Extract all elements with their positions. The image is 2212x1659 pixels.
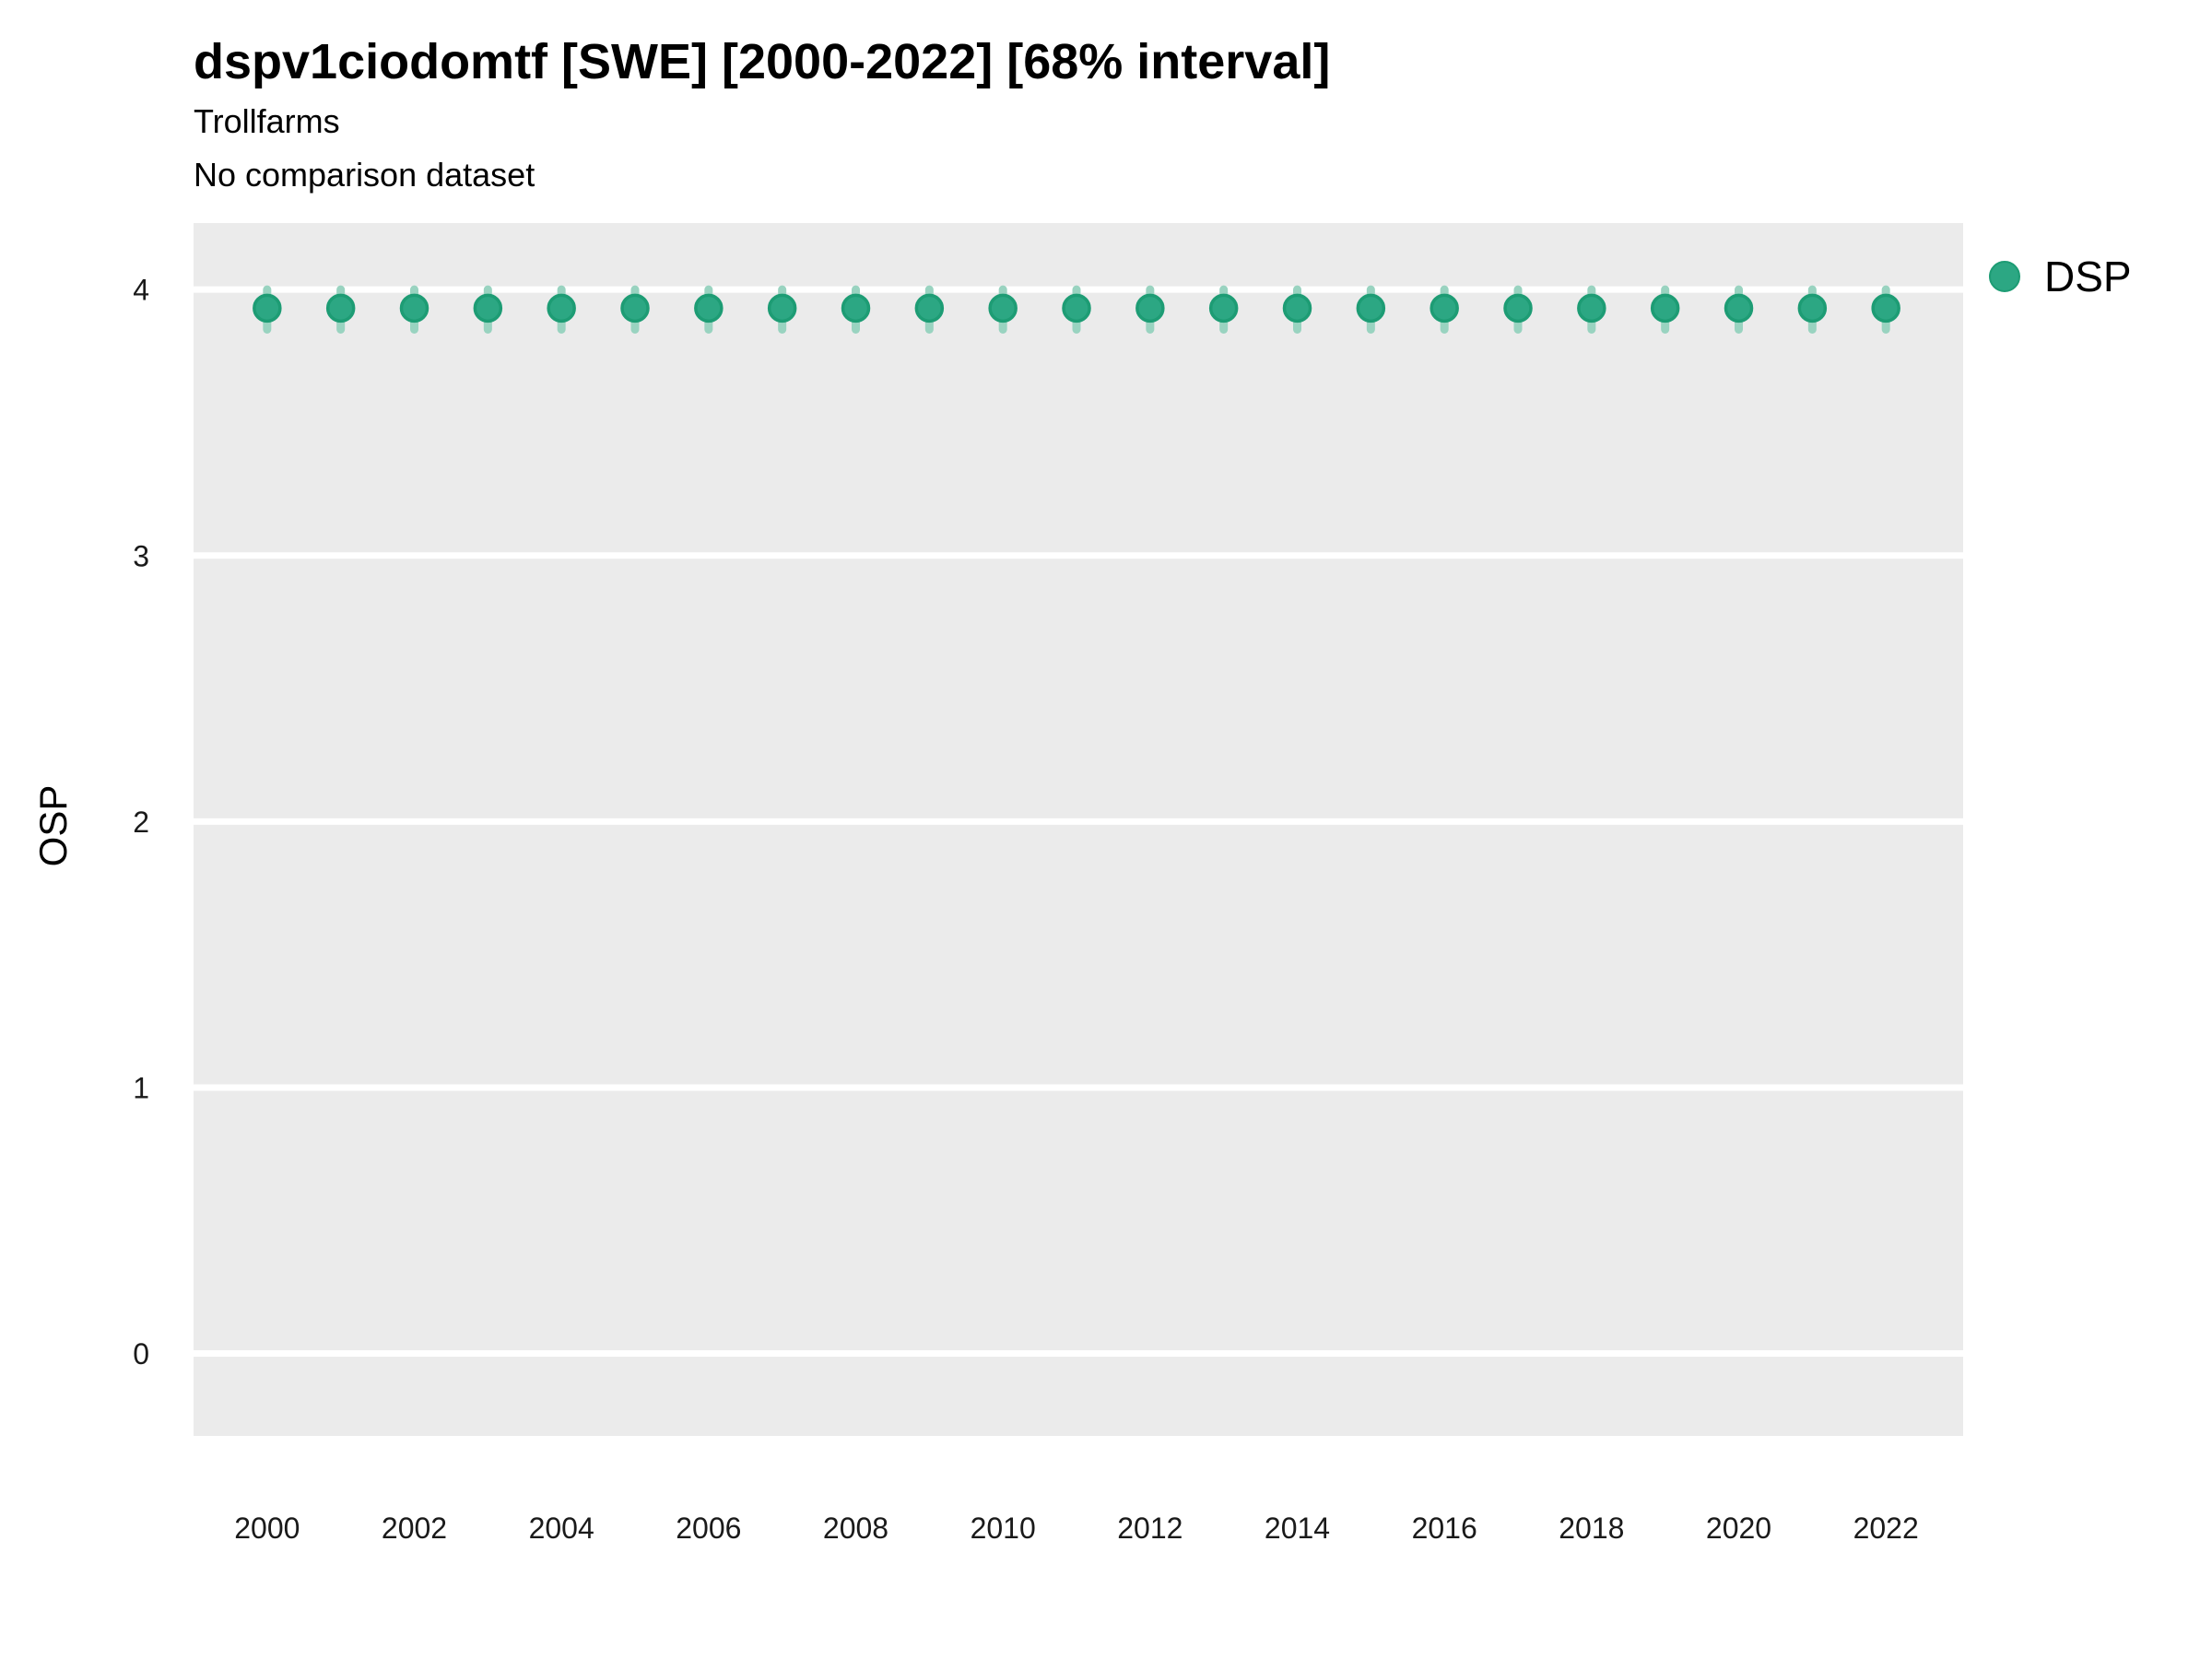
data-point [1356, 293, 1386, 324]
x-tick-label: 2000 [234, 1512, 300, 1545]
chart-note: No comparison dataset [194, 156, 535, 194]
x-tick-label: 2012 [1117, 1512, 1182, 1545]
data-point [1282, 293, 1312, 324]
y-tick-label: 3 [133, 539, 149, 572]
x-tick-label: 2002 [382, 1512, 447, 1545]
data-point [1871, 293, 1900, 324]
data-point [841, 293, 871, 324]
data-point [1724, 293, 1754, 324]
data-point [1135, 293, 1165, 324]
x-tick-label: 2008 [823, 1512, 888, 1545]
data-point [1797, 293, 1828, 324]
legend-marker-dsp [1989, 261, 2020, 292]
chart-title: dspv1ciodomtf [SWE] [2000-2022] [68% int… [194, 34, 1331, 89]
plot-panel-background [194, 223, 1963, 1436]
data-point [473, 293, 503, 324]
x-tick-label: 2010 [971, 1512, 1036, 1545]
data-point [914, 293, 945, 324]
x-tick-label: 2022 [1853, 1512, 1919, 1545]
data-point [399, 293, 429, 324]
x-tick-label: 2018 [1559, 1512, 1624, 1545]
y-tick-label: 2 [133, 806, 149, 839]
x-tick-label: 2006 [676, 1512, 741, 1545]
data-point [1577, 293, 1606, 324]
data-point [1062, 293, 1091, 324]
legend: DSP [1989, 252, 2132, 301]
y-tick-label: 4 [133, 274, 149, 307]
x-tick-label: 2016 [1412, 1512, 1477, 1545]
data-point [253, 293, 282, 324]
data-point [620, 293, 650, 324]
x-tick-label: 2020 [1706, 1512, 1771, 1545]
y-tick-label: 0 [133, 1337, 149, 1371]
data-point [325, 293, 356, 324]
data-point [547, 293, 576, 324]
data-point [1208, 293, 1239, 324]
data-point [1503, 293, 1533, 324]
legend-label-dsp: DSP [2044, 253, 2132, 300]
x-tick-label: 2004 [529, 1512, 594, 1545]
data-point [1430, 293, 1459, 324]
chart-subtitle: Trollfarms [194, 102, 340, 140]
data-point [988, 293, 1018, 324]
data-point [1650, 293, 1680, 324]
data-point [767, 293, 797, 324]
data-point [694, 293, 724, 324]
x-tick-label: 2014 [1265, 1512, 1330, 1545]
y-tick-label: 1 [133, 1071, 149, 1104]
